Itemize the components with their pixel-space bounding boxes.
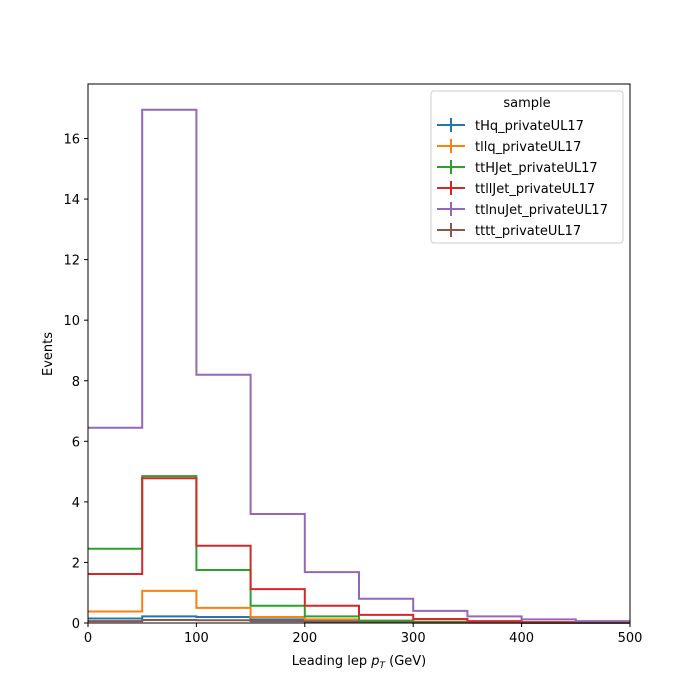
series-line-2 [88, 475, 630, 624]
x-tick-label: 300 [401, 631, 426, 646]
x-tick-label: 400 [509, 631, 534, 646]
x-tick-label: 200 [292, 631, 317, 646]
series-line-4 [88, 108, 630, 623]
y-tick-label: 0 [72, 617, 80, 632]
legend-label: ttlnuJet_privateUL17 [475, 203, 608, 218]
series-line-3 [88, 477, 630, 624]
y-tick-label: 8 [72, 375, 80, 390]
legend-entry: ttHJet_privateUL17 [437, 160, 598, 176]
y-tick-label: 14 [63, 193, 80, 208]
y-tick-label: 12 [63, 254, 80, 269]
x-tick-label: 0 [84, 631, 92, 646]
legend-entry: tllq_privateUL17 [437, 139, 581, 155]
x-tick-label: 500 [618, 631, 643, 646]
legend-label: tHq_privateUL17 [475, 119, 584, 134]
legend-label: tllq_privateUL17 [475, 140, 581, 155]
y-axis-label: Events [41, 332, 56, 376]
series-layer [88, 108, 630, 624]
y-tick-label: 6 [72, 435, 80, 450]
legend-entry: tttt_privateUL17 [437, 223, 581, 239]
legend-entry: tHq_privateUL17 [437, 118, 584, 134]
x-axis-label: Leading lep pT (GeV) [292, 654, 426, 671]
legend-entry: ttllJet_privateUL17 [437, 181, 595, 197]
legend-entry: ttlnuJet_privateUL17 [437, 202, 608, 218]
y-axis: 0 2 4 6 8 10 12 14 16 [63, 133, 88, 632]
legend-label: tttt_privateUL17 [475, 224, 581, 239]
y-tick-label: 10 [63, 314, 80, 329]
legend-label: ttHJet_privateUL17 [475, 161, 598, 176]
legend-box [430, 90, 624, 244]
x-axis: 0 100 200 300 400 500 [84, 623, 643, 646]
y-tick-label: 2 [72, 556, 80, 571]
legend-label: ttllJet_privateUL17 [475, 182, 595, 197]
legend-title: sample [503, 96, 550, 111]
legend-entries: tHq_privateUL17 tllq_privateUL17 ttHJet_pr… [437, 118, 608, 239]
y-tick-label: 16 [63, 133, 80, 148]
x-tick-label: 100 [184, 631, 209, 646]
legend: sample tHq_privateUL17 tllq_privateUL17tt… [430, 90, 624, 244]
plot-frame [87, 83, 631, 624]
y-tick-label: 4 [72, 496, 80, 511]
